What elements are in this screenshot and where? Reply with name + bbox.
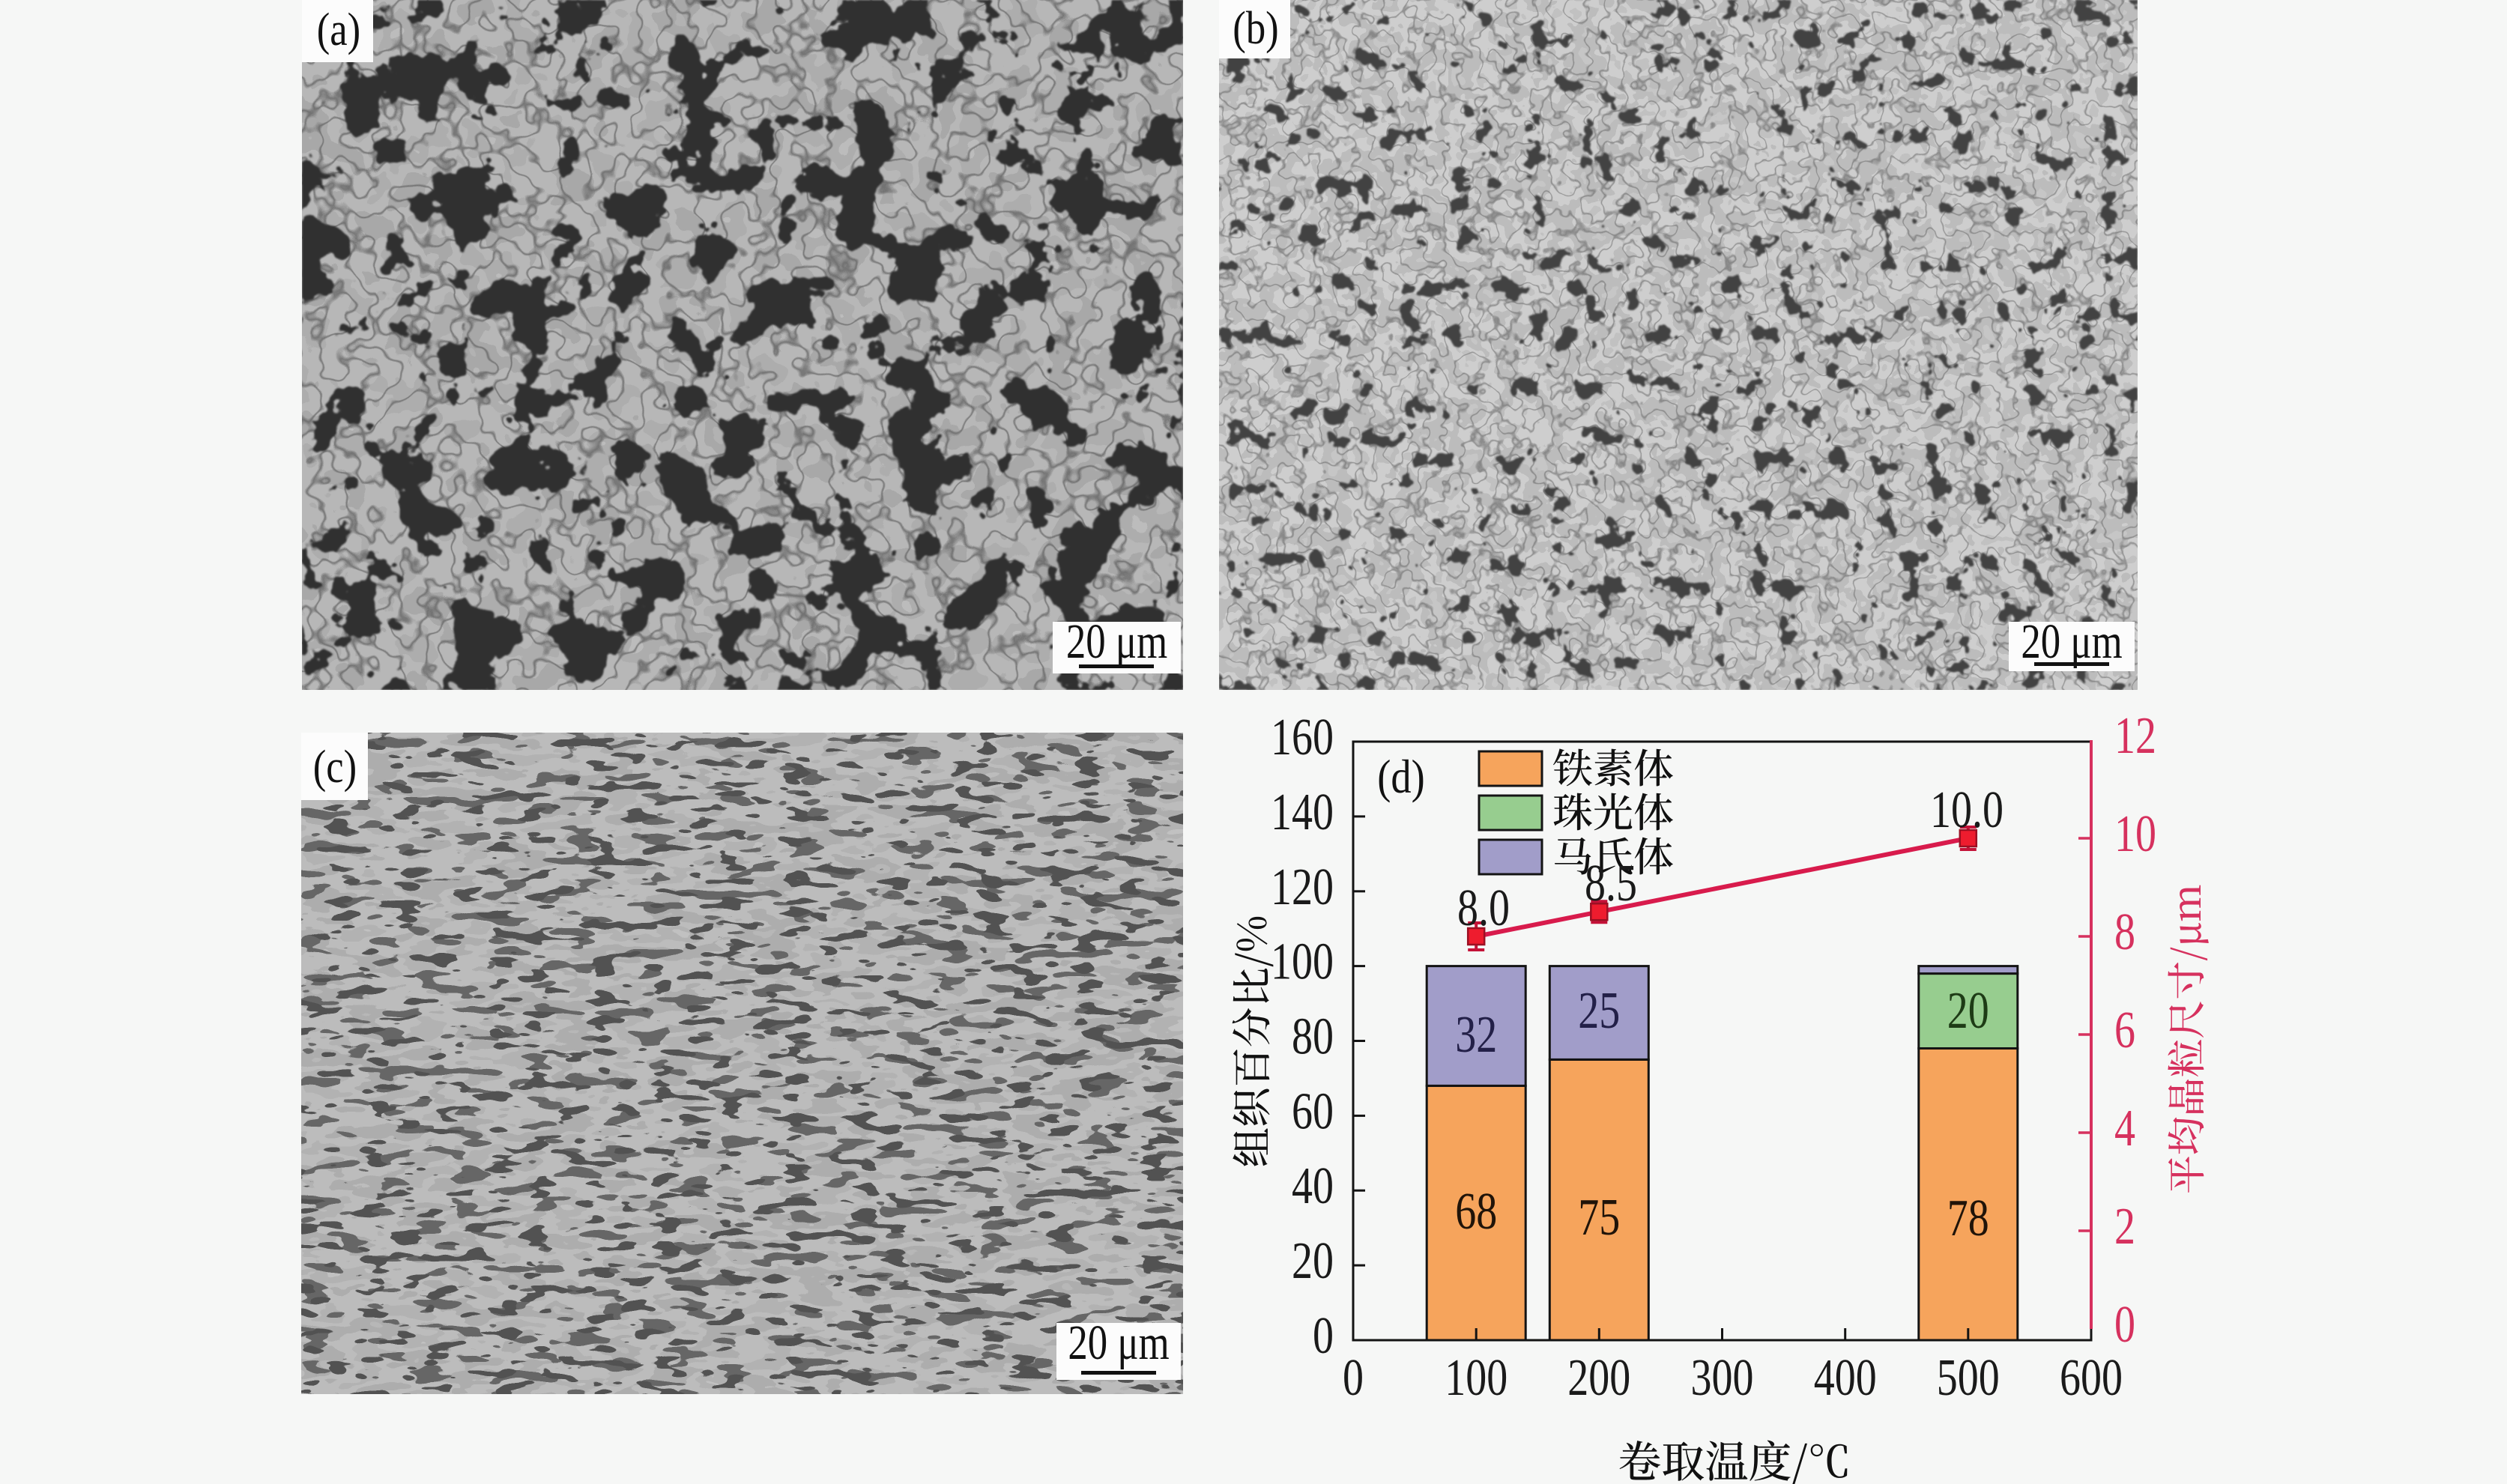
svg-text:0: 0	[1313, 1306, 1334, 1364]
svg-text:4: 4	[2114, 1099, 2135, 1157]
svg-text:160: 160	[1271, 708, 1334, 766]
svg-text:40: 40	[1292, 1157, 1334, 1214]
svg-text:(d): (d)	[1377, 750, 1424, 803]
svg-text:68: 68	[1455, 1182, 1497, 1240]
svg-text:0: 0	[1343, 1348, 1364, 1406]
svg-text:100: 100	[1445, 1348, 1507, 1406]
svg-text:200: 200	[1567, 1348, 1630, 1406]
svg-text:78: 78	[1947, 1189, 1989, 1247]
svg-text:8: 8	[2114, 903, 2135, 960]
svg-text:20 μm: 20 μm	[1068, 1315, 1169, 1369]
svg-text:8.5: 8.5	[1585, 854, 1637, 912]
svg-text:60: 60	[1292, 1082, 1334, 1140]
svg-text:80: 80	[1292, 1008, 1334, 1065]
svg-text:10.0: 10.0	[1930, 781, 2004, 838]
svg-text:(b): (b)	[1233, 3, 1278, 54]
svg-text:25: 25	[1578, 981, 1620, 1039]
svg-text:400: 400	[1814, 1348, 1877, 1406]
svg-text:75: 75	[1578, 1188, 1620, 1246]
svg-text:20 μm: 20 μm	[2021, 614, 2122, 668]
svg-text:20: 20	[1292, 1232, 1334, 1289]
svg-text:120: 120	[1271, 858, 1334, 915]
svg-text:20 μm: 20 μm	[1066, 614, 1167, 668]
svg-text:140: 140	[1271, 783, 1334, 841]
svg-text:(c): (c)	[313, 742, 357, 793]
svg-text:2: 2	[2114, 1197, 2135, 1255]
svg-text:6: 6	[2114, 1001, 2135, 1059]
svg-text:12: 12	[2114, 706, 2156, 764]
svg-text:32: 32	[1455, 1005, 1497, 1063]
svg-text:10: 10	[2114, 805, 2156, 862]
svg-text:300: 300	[1691, 1348, 1754, 1406]
svg-text:20: 20	[1947, 981, 1989, 1039]
svg-text:600: 600	[2060, 1348, 2123, 1406]
svg-text:8.0: 8.0	[1457, 879, 1510, 936]
svg-text:(a): (a)	[317, 4, 360, 55]
svg-text:0: 0	[2114, 1295, 2135, 1353]
svg-text:500: 500	[1937, 1348, 2000, 1406]
svg-text:100: 100	[1271, 933, 1334, 990]
